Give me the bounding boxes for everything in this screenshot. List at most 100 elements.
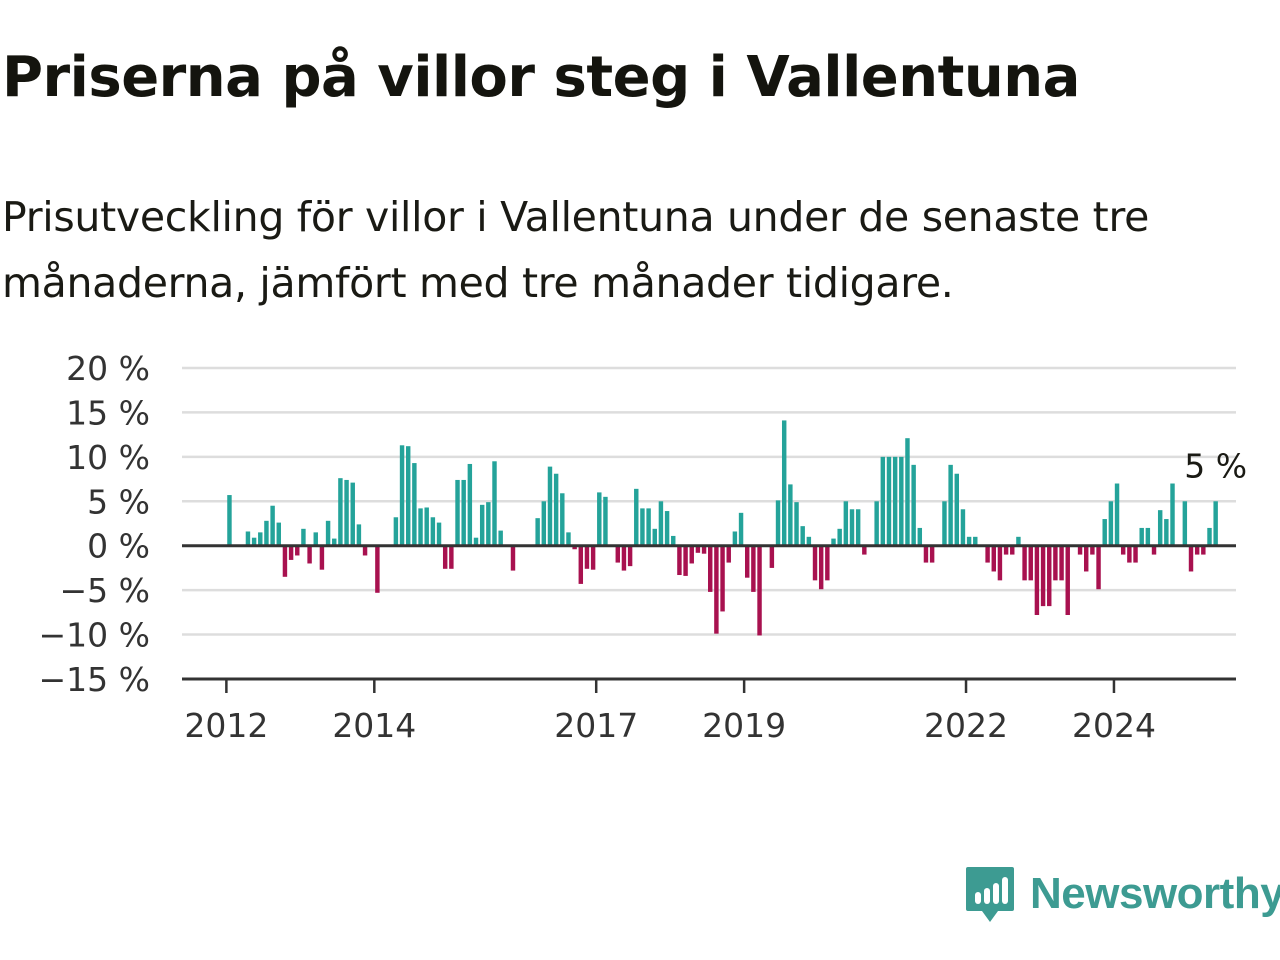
bar <box>683 545 688 576</box>
bar <box>1114 483 1120 546</box>
bar <box>288 545 294 560</box>
bar <box>375 545 380 593</box>
bar <box>1059 545 1064 581</box>
bar <box>775 500 781 546</box>
bar <box>942 501 947 546</box>
bar <box>991 545 996 572</box>
y-tick-label: 0 % <box>87 527 150 566</box>
bar <box>319 545 325 570</box>
bar <box>566 532 571 546</box>
bar <box>849 509 855 546</box>
bar <box>1053 545 1058 581</box>
x-tick-label: 2019 <box>702 706 786 745</box>
bar <box>800 526 805 546</box>
bar <box>769 545 775 568</box>
bar <box>966 536 972 546</box>
bar <box>701 545 707 554</box>
bar <box>560 493 565 546</box>
bar <box>424 507 429 546</box>
bar <box>1188 545 1194 572</box>
bar <box>313 532 318 546</box>
y-tick-label: 10 % <box>66 438 150 477</box>
bar <box>985 545 990 563</box>
bar <box>258 532 263 546</box>
bar <box>1034 545 1040 615</box>
bars <box>227 420 1218 636</box>
chart-subtitle: Prisutveckling för villor i Vallentuna u… <box>2 193 1150 307</box>
bar <box>843 501 849 546</box>
y-tick-label: 5 % <box>87 482 150 521</box>
bar <box>584 545 590 569</box>
bar <box>442 545 448 569</box>
y-tick-label: −15 % <box>39 660 151 699</box>
bar <box>399 445 405 546</box>
bar <box>282 545 288 577</box>
newsworthy-logo-icon <box>966 867 1014 922</box>
bar <box>818 545 824 590</box>
bar <box>1022 545 1027 581</box>
bar <box>603 496 608 546</box>
bar <box>905 438 910 546</box>
bar <box>590 545 596 570</box>
bar <box>1213 501 1218 546</box>
bar <box>1182 501 1188 546</box>
chart-title: Priserna på villor steg i Vallentuna <box>2 45 1080 110</box>
bar <box>1047 545 1052 607</box>
bar <box>455 479 460 546</box>
bar <box>479 504 485 546</box>
x-tick-label: 2012 <box>184 706 268 745</box>
bar <box>1096 545 1101 590</box>
bar <box>325 520 331 546</box>
bar <box>720 545 725 612</box>
bar <box>911 464 916 546</box>
x-tick-label: 2017 <box>554 706 638 745</box>
bar <box>547 466 553 546</box>
bar <box>307 545 312 564</box>
bar <box>449 545 454 569</box>
brand-name: Newsworthy <box>1030 869 1280 918</box>
bar <box>1145 527 1151 546</box>
bar <box>492 461 497 546</box>
bar <box>338 478 343 546</box>
bar <box>1090 545 1095 555</box>
bar <box>578 545 584 584</box>
bar <box>732 531 738 546</box>
bar <box>362 545 368 556</box>
y-tick-label: 20 % <box>66 349 150 388</box>
bar <box>276 522 281 546</box>
bar <box>486 502 491 546</box>
bar <box>788 484 793 546</box>
bar <box>412 463 417 546</box>
bar <box>553 473 559 546</box>
bar <box>973 536 978 546</box>
y-tick-label: −10 % <box>39 616 151 655</box>
x-tick-label: 2014 <box>332 706 416 745</box>
bar <box>948 464 953 546</box>
x-tick-label: 2024 <box>1072 706 1156 745</box>
bar <box>572 545 577 550</box>
bar <box>997 545 1003 581</box>
end-value-label: 5 % <box>1184 446 1247 485</box>
bar <box>1003 545 1009 555</box>
bar <box>671 535 676 546</box>
bar <box>1102 519 1107 546</box>
bar <box>227 495 232 546</box>
bar <box>1108 501 1114 546</box>
bar <box>1040 545 1046 607</box>
bar <box>1194 545 1200 555</box>
bar <box>245 531 251 546</box>
bar <box>677 545 682 576</box>
axes: 20 % 15 % 10 % 5 % 0 % −5 % −10 % −15 % 2012 2014… <box>39 349 1248 745</box>
bar <box>892 456 898 546</box>
bar <box>954 473 959 546</box>
bar <box>812 545 818 581</box>
bar <box>430 517 436 546</box>
bar <box>929 545 935 563</box>
bar <box>1028 545 1033 581</box>
bar <box>461 479 466 546</box>
bar <box>1170 483 1175 546</box>
bar <box>467 463 473 546</box>
bar <box>350 482 355 546</box>
bar <box>332 538 337 546</box>
bar <box>923 545 929 563</box>
